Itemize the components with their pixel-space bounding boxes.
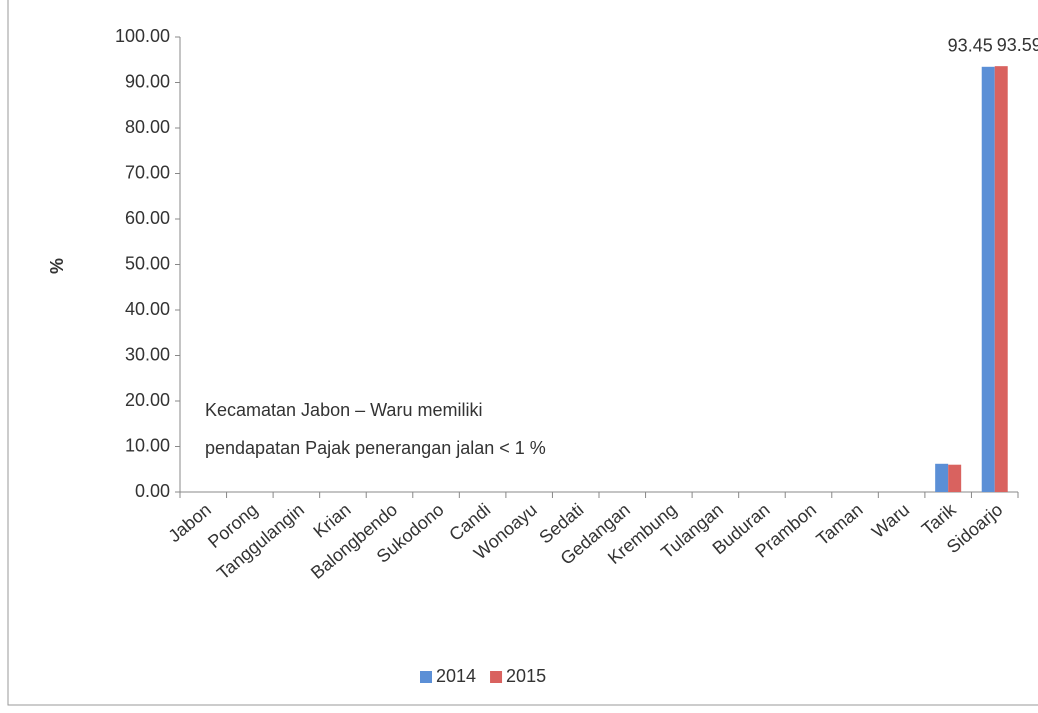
y-tick-label: 50.00 bbox=[125, 253, 170, 273]
data-label: 93.45 bbox=[948, 36, 993, 56]
annotation: Kecamatan Jabon – Waru memiliki bbox=[205, 400, 482, 420]
bar bbox=[935, 463, 949, 492]
y-tick-label: 100.00 bbox=[115, 26, 170, 46]
legend-swatch bbox=[490, 671, 503, 683]
legend-swatch bbox=[420, 671, 432, 683]
y-tick-label: 90.00 bbox=[125, 71, 170, 91]
annotation: pendapatan Pajak penerangan jalan < 1 % bbox=[205, 438, 546, 458]
legend-label: 2015 bbox=[506, 666, 546, 686]
data-label: 93.59 bbox=[997, 35, 1038, 55]
bar bbox=[948, 464, 962, 492]
y-tick-label: 10.00 bbox=[125, 435, 170, 455]
y-tick-label: 80.00 bbox=[125, 117, 170, 137]
y-tick-label: 20.00 bbox=[125, 390, 170, 410]
bar bbox=[981, 66, 995, 493]
legend-label: 2014 bbox=[436, 666, 476, 686]
y-tick-label: 40.00 bbox=[125, 299, 170, 319]
bar bbox=[994, 66, 1008, 492]
y-tick-label: 60.00 bbox=[125, 208, 170, 228]
y-tick-label: 70.00 bbox=[125, 162, 170, 182]
y-tick-label: 0.00 bbox=[135, 481, 170, 501]
y-tick-label: 30.00 bbox=[125, 344, 170, 364]
y-axis-label: % bbox=[47, 258, 67, 274]
